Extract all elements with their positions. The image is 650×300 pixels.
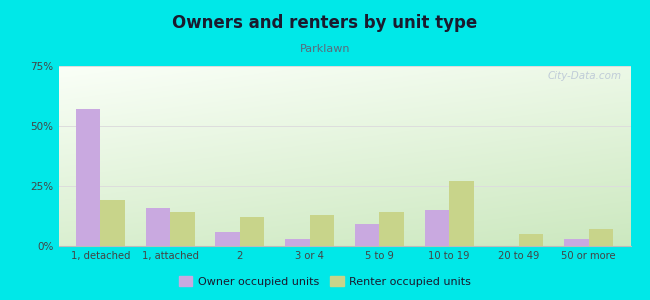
Text: Parklawn: Parklawn bbox=[300, 44, 350, 53]
Bar bbox=[146, 208, 170, 246]
Bar bbox=[100, 200, 125, 246]
Bar bbox=[76, 109, 100, 246]
Bar bbox=[449, 181, 474, 246]
Bar bbox=[240, 217, 265, 246]
Bar bbox=[564, 239, 589, 246]
Bar bbox=[285, 239, 309, 246]
Text: City-Data.com: City-Data.com bbox=[548, 71, 622, 81]
Bar bbox=[519, 234, 543, 246]
Bar bbox=[380, 212, 404, 246]
Text: Owners and renters by unit type: Owners and renters by unit type bbox=[172, 14, 478, 32]
Bar bbox=[170, 212, 194, 246]
Legend: Owner occupied units, Renter occupied units: Owner occupied units, Renter occupied un… bbox=[175, 272, 475, 291]
Bar bbox=[424, 210, 449, 246]
Bar bbox=[589, 229, 613, 246]
Bar bbox=[355, 224, 380, 246]
Bar bbox=[309, 215, 334, 246]
Bar bbox=[215, 232, 240, 246]
